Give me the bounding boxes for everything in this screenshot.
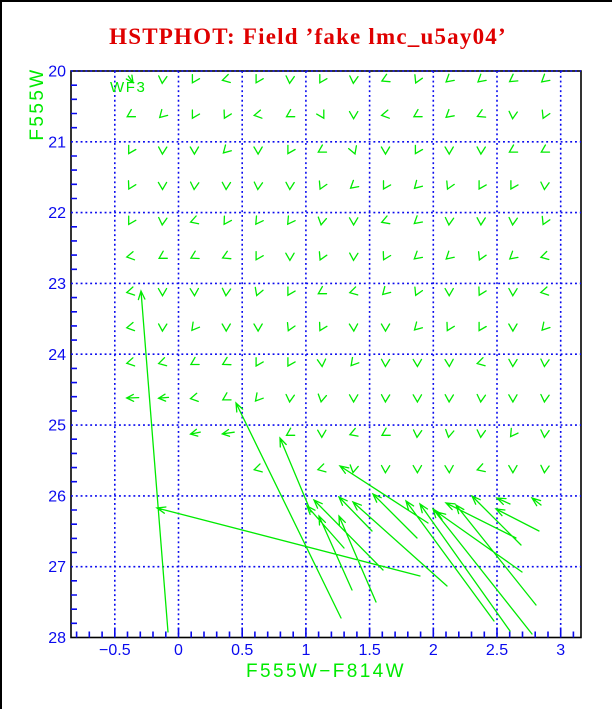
svg-text:0: 0	[174, 642, 183, 659]
svg-text:HSTPHOT: Field ’fake lmc_u5ay0: HSTPHOT: Field ’fake lmc_u5ay04’	[109, 24, 507, 49]
svg-text:2.5: 2.5	[486, 642, 508, 659]
svg-text:−0.5: −0.5	[99, 642, 131, 659]
svg-text:F555W−F814W: F555W−F814W	[246, 661, 406, 682]
svg-text:20: 20	[48, 64, 66, 81]
svg-text:25: 25	[48, 418, 66, 435]
svg-text:26: 26	[48, 488, 66, 505]
svg-text:28: 28	[48, 630, 66, 647]
svg-text:23: 23	[48, 276, 66, 293]
svg-text:0.5: 0.5	[231, 642, 253, 659]
svg-text:3: 3	[556, 642, 565, 659]
svg-text:22: 22	[48, 205, 66, 222]
svg-text:27: 27	[48, 559, 66, 576]
svg-text:24: 24	[48, 347, 66, 364]
svg-text:F555W: F555W	[27, 67, 48, 140]
svg-text:1: 1	[301, 642, 310, 659]
svg-text:1.5: 1.5	[358, 642, 380, 659]
svg-text:21: 21	[48, 134, 66, 151]
svg-text:WF3: WF3	[110, 79, 146, 96]
svg-text:2: 2	[429, 642, 438, 659]
